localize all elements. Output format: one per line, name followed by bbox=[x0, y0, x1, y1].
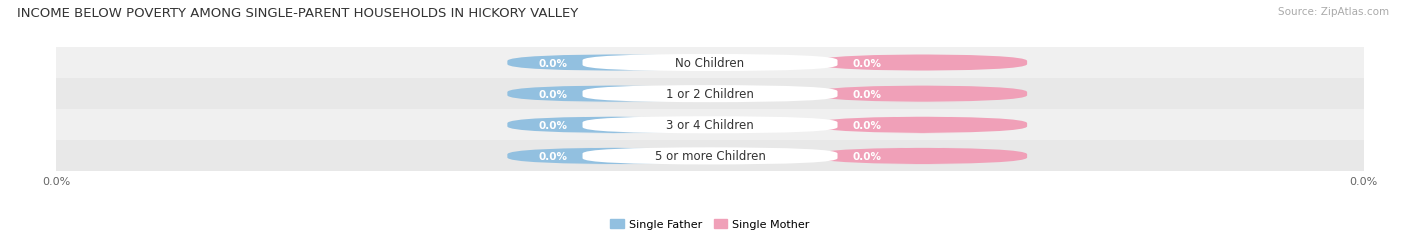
Text: 0.0%: 0.0% bbox=[852, 120, 882, 130]
Text: 3 or 4 Children: 3 or 4 Children bbox=[666, 119, 754, 132]
Text: INCOME BELOW POVERTY AMONG SINGLE-PARENT HOUSEHOLDS IN HICKORY VALLEY: INCOME BELOW POVERTY AMONG SINGLE-PARENT… bbox=[17, 7, 578, 20]
Text: 1 or 2 Children: 1 or 2 Children bbox=[666, 88, 754, 101]
Text: 0.0%: 0.0% bbox=[538, 89, 568, 99]
Bar bbox=[56, 141, 1364, 172]
FancyBboxPatch shape bbox=[508, 117, 720, 134]
Text: 0.0%: 0.0% bbox=[538, 120, 568, 130]
Bar bbox=[56, 48, 1364, 79]
FancyBboxPatch shape bbox=[818, 148, 1028, 164]
FancyBboxPatch shape bbox=[818, 117, 1028, 134]
Legend: Single Father, Single Mother: Single Father, Single Mother bbox=[606, 215, 814, 231]
Bar bbox=[56, 110, 1364, 141]
Text: 0.0%: 0.0% bbox=[852, 151, 882, 161]
FancyBboxPatch shape bbox=[508, 86, 720, 103]
FancyBboxPatch shape bbox=[508, 148, 720, 164]
Text: 0.0%: 0.0% bbox=[852, 58, 882, 68]
Text: Source: ZipAtlas.com: Source: ZipAtlas.com bbox=[1278, 7, 1389, 17]
Text: 0.0%: 0.0% bbox=[538, 58, 568, 68]
Text: No Children: No Children bbox=[675, 57, 745, 70]
FancyBboxPatch shape bbox=[582, 86, 838, 103]
Text: 0.0%: 0.0% bbox=[852, 89, 882, 99]
FancyBboxPatch shape bbox=[582, 55, 838, 72]
FancyBboxPatch shape bbox=[582, 117, 838, 134]
FancyBboxPatch shape bbox=[818, 55, 1028, 72]
FancyBboxPatch shape bbox=[582, 148, 838, 165]
Text: 5 or more Children: 5 or more Children bbox=[655, 150, 765, 163]
Bar bbox=[56, 79, 1364, 110]
FancyBboxPatch shape bbox=[818, 86, 1028, 103]
FancyBboxPatch shape bbox=[508, 55, 720, 72]
Text: 0.0%: 0.0% bbox=[538, 151, 568, 161]
